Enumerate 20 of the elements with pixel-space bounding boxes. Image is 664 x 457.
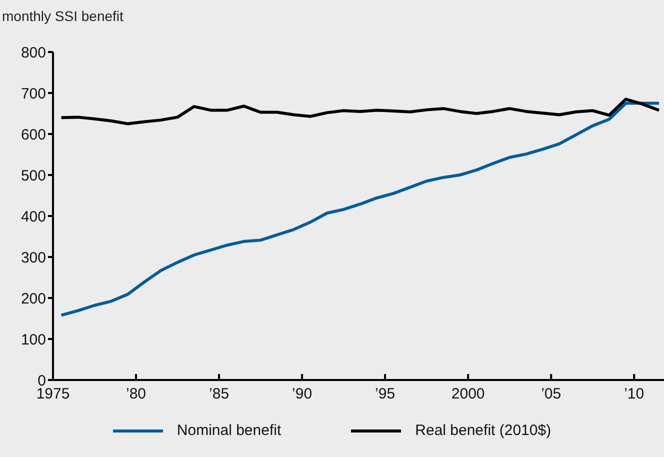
y-tick-label: 100: [20, 331, 46, 348]
y-tick-label: 600: [20, 126, 46, 144]
x-tick-label: ’05: [541, 386, 562, 403]
x-tick-label: ’10: [624, 386, 644, 403]
line-series: [60, 102, 661, 317]
x-tick-label: ’90: [292, 386, 312, 403]
y-tick-label: 500: [20, 167, 46, 184]
y-tick-label: 400: [20, 208, 46, 226]
x-tick-label: 2000: [451, 386, 485, 403]
x-tick-label: ’95: [375, 386, 396, 403]
x-tick-label: ’80: [126, 386, 146, 403]
y-axis-title: monthly SSI benefit: [2, 8, 124, 24]
legend-label: Nominal benefit: [176, 422, 282, 439]
y-tick-label: 700: [20, 85, 46, 102]
legend-label: Real benefit (2010$): [415, 422, 552, 439]
y-tick-label: 300: [20, 249, 46, 266]
x-tick-label: ’85: [209, 386, 230, 403]
line-series: [60, 98, 661, 126]
y-tick-label: 800: [20, 44, 46, 62]
y-tick-label: 200: [20, 290, 46, 308]
